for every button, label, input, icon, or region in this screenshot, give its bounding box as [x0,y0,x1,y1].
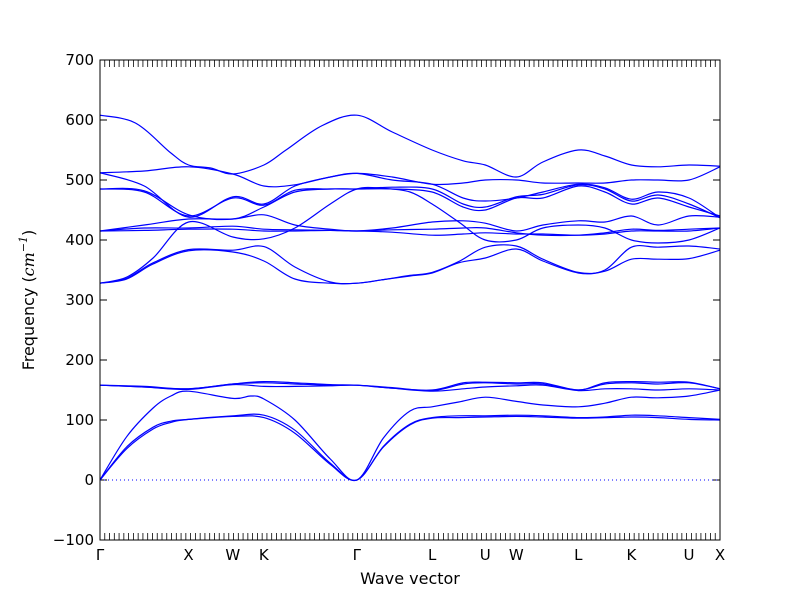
x-tick-label: W [225,546,240,564]
y-tick-label: 200 [65,351,94,369]
plot-frame [99,59,721,541]
band-line-16 [99,166,721,188]
y-tick-label: 700 [65,51,94,69]
x-tick-label: W [509,546,524,564]
plot-area [99,59,721,541]
x-tick-label: K [259,546,270,564]
y-axis-title-math: cm [19,252,38,276]
x-tick-label: Γ [353,546,362,564]
y-axis-title-sup: −1 [17,236,30,252]
x-tick-label: U [480,546,491,564]
x-tick-label: K [627,546,638,564]
band-line-4 [99,383,721,392]
band-line-8 [99,244,721,285]
y-tick-labels: −100 0 100 200 300 400 500 600 700 [53,51,94,549]
x-tick-label: U [684,546,695,564]
band-line-17 [99,114,721,178]
y-axis-title-text: Frequency ( [19,276,38,370]
x-tick-label: L [574,546,583,564]
band-line-14 [99,184,721,219]
y-axis-title: Frequency (cm−1) [17,230,38,371]
x-axis-title: Wave vector [360,569,460,588]
y-tick-label: −100 [53,531,94,549]
x-tick-label: L [428,546,437,564]
band-line-3 [99,389,721,482]
y-tick-label: 300 [65,291,94,309]
band-lines [99,114,721,482]
y-tick-label: 400 [65,231,94,249]
y-tick-label: 600 [65,111,94,129]
y-tick-label: 500 [65,171,94,189]
plot-background [100,60,720,540]
band-line-10 [99,227,721,236]
y-axis-title-close: ) [19,230,38,236]
x-tick-label: Γ [96,546,105,564]
band-line-11 [99,225,721,237]
y-tick-label: 100 [65,411,94,429]
x-tick-label: X [715,546,725,564]
x-tick-label: X [183,546,193,564]
band-line-6 [99,380,721,391]
band-line-15 [99,172,721,219]
y-tick-label: 0 [84,471,94,489]
band-line-7 [99,248,721,285]
band-line-13 [99,185,721,221]
band-line-2 [99,413,721,482]
